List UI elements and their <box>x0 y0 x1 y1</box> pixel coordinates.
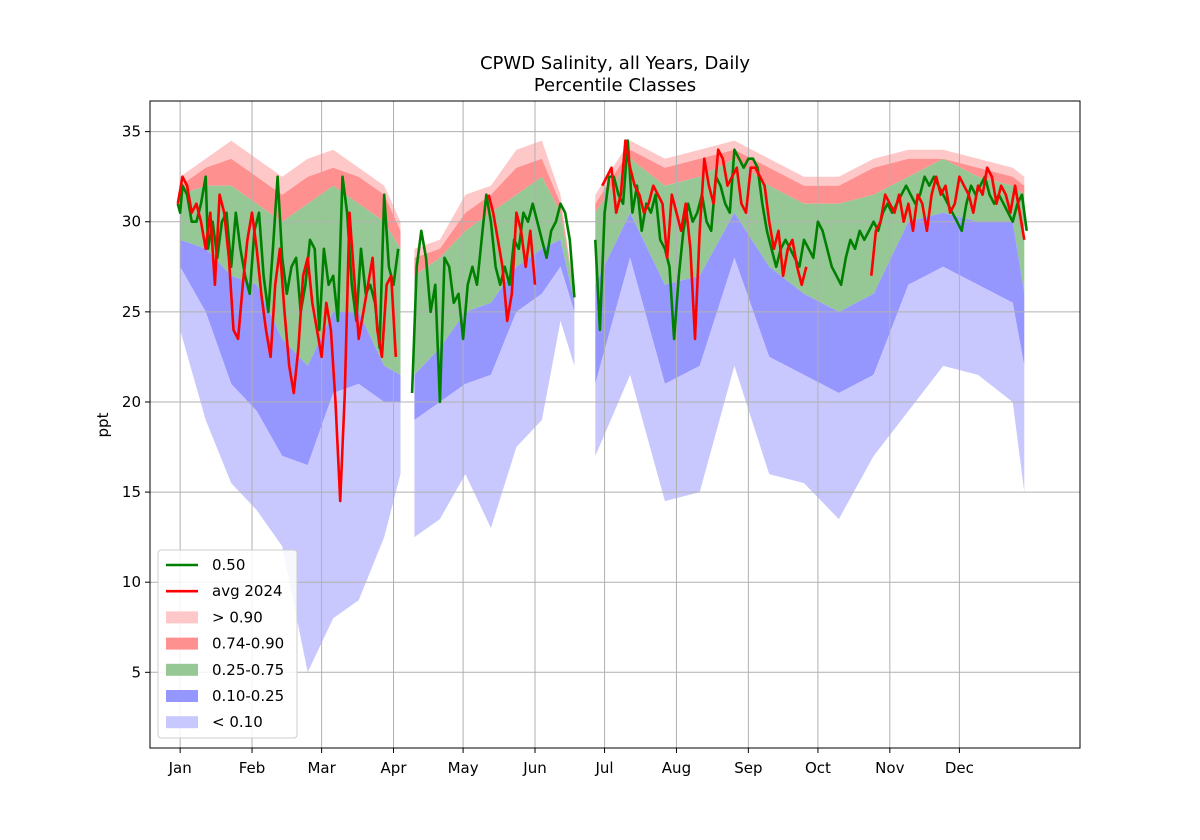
median-line-segment-1 <box>176 175 400 350</box>
band-10-25-segment-3 <box>595 212 1025 393</box>
x-tick-label-apr: Apr <box>381 759 408 777</box>
x-tick-label-feb: Feb <box>239 759 266 777</box>
y-tick-label: 20 <box>122 393 141 411</box>
y-tick-label: 15 <box>122 483 141 501</box>
x-tick-label-mar: Mar <box>307 759 336 777</box>
legend-label: < 0.10 <box>212 713 263 731</box>
chart-subtitle: Percentile Classes <box>534 75 696 96</box>
y-axis-label: ppt <box>94 412 112 437</box>
legend-label: 0.74-0.90 <box>212 635 284 653</box>
band-74-90-segment-1 <box>180 158 401 249</box>
y-axis-ticks: 5 10 15 20 25 30 35 <box>122 123 150 681</box>
x-tick-label-oct: Oct <box>805 759 831 777</box>
plot-frame <box>149 100 1081 749</box>
legend-label: avg 2024 <box>212 582 283 600</box>
legend-swatch-patch <box>166 663 198 676</box>
band-74-90-segment-3 <box>595 149 1025 213</box>
band-10-25-segment-1 <box>180 239 401 466</box>
y-tick-label: 5 <box>131 663 141 681</box>
legend-swatch-patch <box>166 690 198 702</box>
band-above-90-segment-3 <box>595 140 1025 204</box>
avg-2024-line-segment-4 <box>870 166 1026 276</box>
x-tick-label-aug: Aug <box>662 759 691 777</box>
x-tick-label-may: May <box>448 759 479 777</box>
avg-2024-line-segment-2 <box>487 194 537 323</box>
legend-swatch-patch <box>166 716 198 729</box>
band-above-90-segment-1 <box>180 140 401 231</box>
x-tick-label-nov: Nov <box>875 759 904 777</box>
legend-label: > 0.90 <box>212 608 263 626</box>
avg-2024-line-segment-3 <box>601 139 808 341</box>
x-tick-label-jun: Jun <box>522 759 546 777</box>
median-line-segment-2 <box>410 193 576 404</box>
band-25-75-segment-2 <box>414 176 575 375</box>
legend-label: 0.25-0.75 <box>212 661 284 679</box>
x-tick-label-jul: Jul <box>595 759 614 777</box>
y-tick-label: 10 <box>122 573 141 591</box>
legend: 0.50 avg 2024 > 0.90 0.74-0.90 0.25-0.75 0.10… <box>157 549 298 739</box>
x-tick-label-dec: Dec <box>945 759 974 777</box>
legend-label: 0.10-0.25 <box>212 687 284 705</box>
band-below-10-segment-1 <box>180 266 401 673</box>
y-tick-label: 30 <box>122 213 141 231</box>
percentile-bands <box>180 140 1025 673</box>
avg-2024-line-segment-1 <box>176 175 398 503</box>
series-lines <box>176 139 1028 503</box>
x-tick-label-sep: Sep <box>734 759 762 777</box>
legend-label: 0.50 <box>212 556 245 574</box>
legend-swatch-patch <box>166 637 198 650</box>
chart-title: CPWD Salinity, all Years, Daily <box>480 53 750 74</box>
x-axis-ticks: Jan Feb Mar Apr May Jun Jul Aug Sep Oct Nov Dec <box>168 748 974 777</box>
y-tick-label: 25 <box>122 303 141 321</box>
legend-swatch-patch <box>166 611 198 624</box>
band-below-10-segment-3 <box>595 257 1025 520</box>
x-tick-label-jan: Jan <box>168 759 192 777</box>
y-tick-label: 35 <box>122 123 141 141</box>
